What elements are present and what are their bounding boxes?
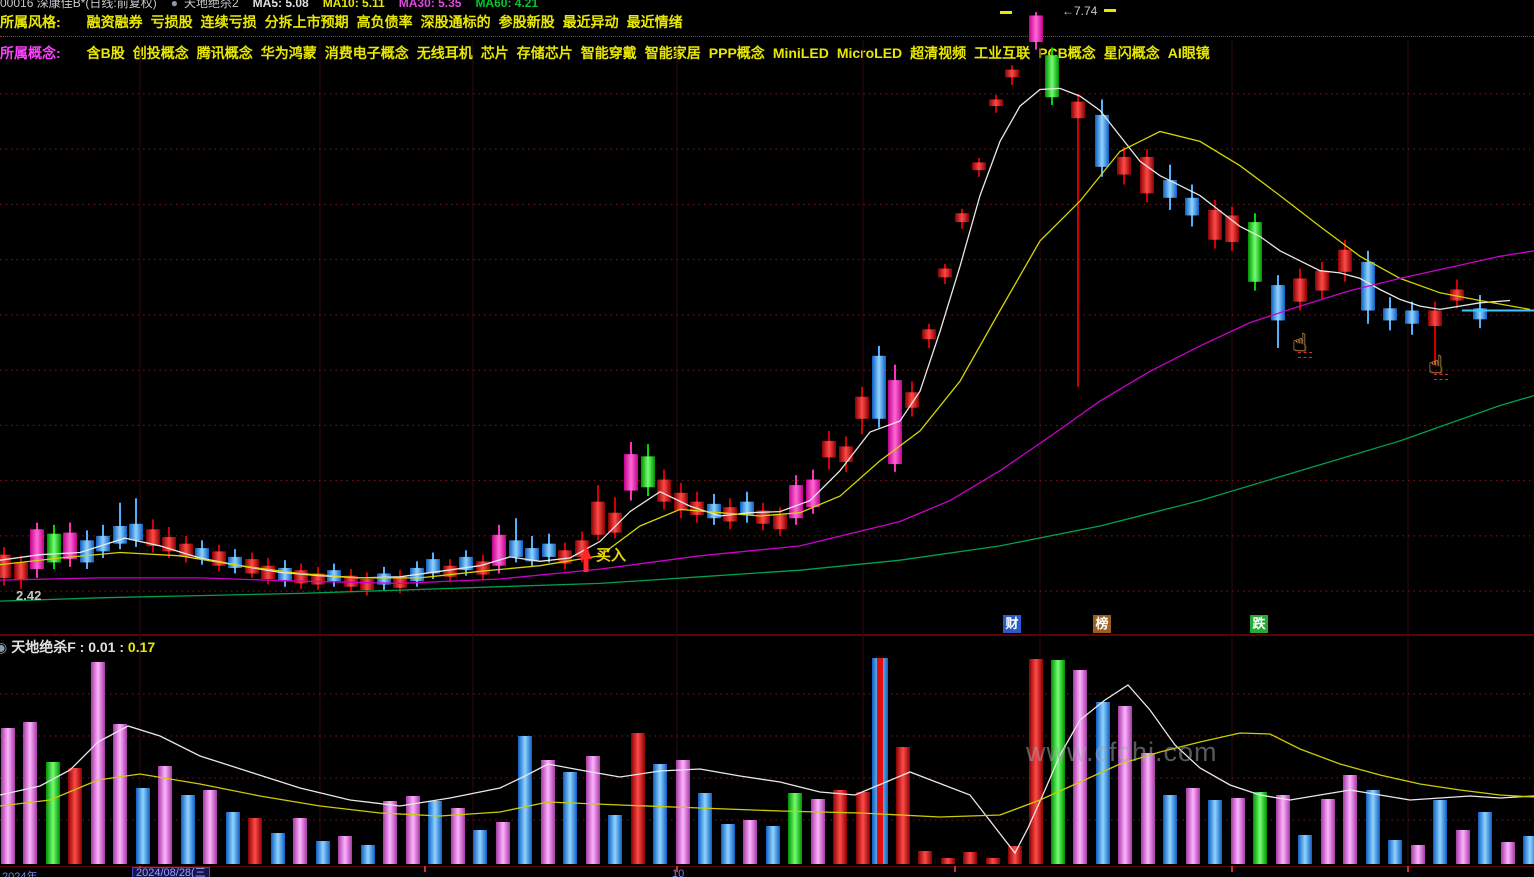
sub-line-yellow: [0, 732, 1534, 818]
title-bar: 00016 深康佳B*(日线:前复权) ● 天地绝杀2 MA5: 5.08 MA10: …: [0, 0, 538, 11]
concept-tag[interactable]: 创投概念: [132, 45, 189, 61]
concept-tag[interactable]: 华为鸿蒙: [260, 45, 317, 61]
sub-indicator-value: 0.17: [127, 639, 156, 655]
concept-tag[interactable]: 芯片: [480, 45, 509, 61]
concept-row-label: 所属概念:: [0, 45, 61, 61]
ma-label: MA10: 5.11: [322, 0, 385, 10]
axis-date-box: 2024/08/28(三: [132, 867, 210, 877]
low-price-label: 2.42: [16, 588, 42, 603]
rank-button[interactable]: 榜: [1093, 615, 1111, 633]
ma-line-MA30: [0, 250, 1534, 585]
indicator-bars: [1, 658, 1534, 864]
axis-line: [0, 866, 1534, 867]
buy-arrow-icon: [580, 546, 592, 572]
concept-tag[interactable]: MiniLED: [772, 45, 829, 61]
concept-tag[interactable]: PPP概念: [708, 45, 765, 61]
style-row-label: 所属风格:: [0, 14, 61, 30]
concept-tag[interactable]: 存储芯片: [516, 45, 573, 61]
ma-line-MA5: [0, 87, 1511, 579]
ma-label: MA5: 5.08: [252, 0, 309, 10]
indicator-icon: ●: [170, 0, 178, 10]
axis-month-label: 10: [672, 868, 685, 877]
fall-button[interactable]: 跌: [1250, 615, 1268, 633]
concept-tag[interactable]: 智能穿戴: [580, 45, 637, 61]
concept-tag[interactable]: PCB概念: [1038, 45, 1096, 61]
style-tags: 融资融券 亏损股 连续亏损 分拆上市预期 高负债率 深股通标的 参股新股 最近异动 最近情绪: [87, 14, 691, 30]
candles: [0, 12, 1487, 596]
concept-tag[interactable]: MicroLED: [836, 45, 903, 61]
ma-legend: MA5: 5.08 MA10: 5.11 MA30: 5.35 MA60: 4.21: [239, 0, 538, 10]
hand-pointer-icon: ☝: [1292, 328, 1312, 358]
style-tag[interactable]: 参股新股: [498, 14, 555, 30]
style-tag[interactable]: 连续亏损: [200, 14, 257, 30]
ma-label: MA60: 4.21: [475, 0, 539, 10]
sub-indicator-header: ◉ 天地绝杀F : 0.01 : 0.17: [0, 637, 155, 657]
concept-tag[interactable]: 超清视频: [910, 45, 967, 61]
concept-tag[interactable]: AI眼镜: [1167, 45, 1210, 61]
concept-tag[interactable]: 无线耳机: [416, 45, 473, 61]
style-tag[interactable]: 高负债率: [356, 14, 413, 30]
hand-pointer-icon: ☝: [1428, 350, 1448, 380]
sub-indicator-mid: : 0.01 :: [75, 639, 128, 655]
sub-indicator-icon: ◉: [0, 639, 8, 655]
concept-tag[interactable]: 工业互联: [974, 45, 1031, 61]
style-tag[interactable]: 最近情绪: [626, 14, 683, 30]
style-tag[interactable]: 深股通标的: [420, 14, 491, 30]
style-tag[interactable]: 亏损股: [150, 14, 193, 30]
high-price-label: ←7.74: [1062, 4, 1098, 18]
panel-divider: [0, 634, 1534, 636]
style-tag[interactable]: 分拆上市预期: [264, 14, 349, 30]
style-row: 所属风格: 融资融券 亏损股 连续亏损 分拆上市预期 高负债率 深股通标的 参股新股 最近异动最…: [0, 12, 691, 32]
ma-label: MA30: 5.35: [398, 0, 462, 10]
indicator-name: 天地绝杀2: [183, 0, 239, 10]
style-tag[interactable]: 最近异动: [562, 14, 619, 30]
dotted-separator: [0, 36, 1534, 37]
concept-tag[interactable]: 腾讯概念: [196, 45, 253, 61]
watermark: www.cfchi.com: [1026, 737, 1218, 767]
concept-tag[interactable]: 含B股: [86, 45, 125, 61]
stock-title: 00016 深康佳B*(日线:前复权): [0, 0, 157, 10]
concept-tag[interactable]: 星闪概念: [1103, 45, 1160, 61]
concept-tag[interactable]: 智能家居: [644, 45, 701, 61]
buy-marker-label: 买入: [596, 547, 626, 564]
axis-year-label: 2024年: [2, 871, 38, 877]
style-tag[interactable]: 融资融券: [86, 14, 143, 30]
sub-line-white: [0, 684, 1534, 855]
sub-indicator-name: 天地绝杀F: [11, 639, 76, 655]
concept-tag[interactable]: 消费电子概念: [324, 45, 409, 61]
ma-line-MA60: [0, 394, 1534, 602]
finance-button[interactable]: 财: [1003, 615, 1021, 633]
concept-row: 所属概念: 含B股 创投概念 腾讯概念 华为鸿蒙 消费电子概念 无线耳机 芯片 存储芯片 智能穿戴…: [0, 43, 1218, 63]
concept-tags: 含B股 创投概念 腾讯概念 华为鸿蒙 消费电子概念 无线耳机 芯片 存储芯片 智能穿戴 智能家居 P…: [87, 45, 1218, 61]
